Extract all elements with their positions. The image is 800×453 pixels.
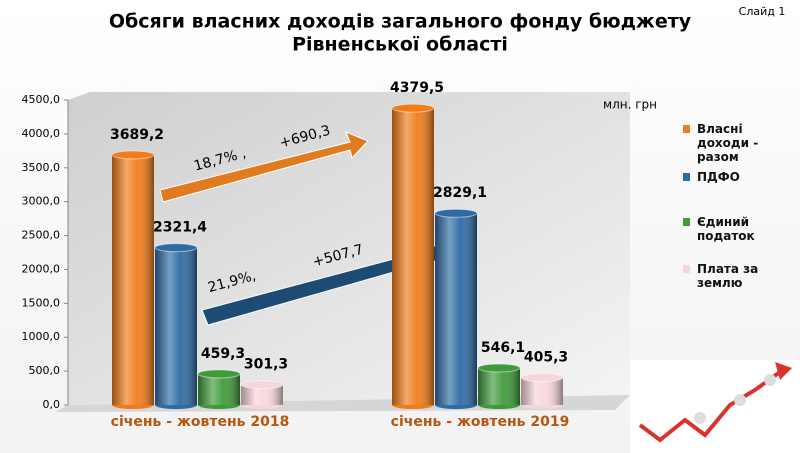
legend-swatch [683, 218, 690, 226]
plot-wall [68, 92, 630, 405]
bar-top [477, 363, 521, 373]
bar-shade [198, 373, 240, 405]
y-tick-label: 3000,0 [22, 195, 61, 208]
y-tick-label: 4000,0 [22, 127, 61, 140]
bar-shade [112, 154, 154, 405]
y-tick-label: 3500,0 [22, 161, 61, 174]
y-tick-label: 1000,0 [22, 330, 61, 343]
y-tick-label: 500,0 [29, 364, 61, 377]
decor-figure [734, 394, 746, 406]
bar-shade [521, 377, 563, 405]
bar-shade [155, 247, 197, 405]
arrow [159, 131, 369, 203]
legend-label: ПДФО [697, 170, 740, 184]
unit-label: млн. грн [603, 98, 657, 112]
value-label: 546,1 [481, 340, 525, 356]
value-label: 2829,1 [433, 185, 487, 201]
legend-item: Власні доходи - разом [683, 122, 773, 164]
chart-title: Обсяги власних доходів загального фонду … [109, 11, 692, 33]
legend-item: Плата за землю [683, 262, 773, 290]
y-tick-label: 0,0 [43, 398, 61, 411]
value-label: 459,3 [201, 346, 245, 362]
bar-shade [392, 108, 434, 405]
x-tick-label: січень - жовтень 2019 [391, 414, 570, 430]
slide-label: Слайд 1 [739, 5, 786, 18]
y-tick-label: 2000,0 [22, 262, 61, 275]
value-label: 3689,2 [110, 127, 164, 143]
bar-shade [435, 213, 477, 405]
decor-line [638, 370, 782, 443]
decor-figure [694, 412, 706, 424]
decor-arrow [775, 362, 792, 380]
bar-shade [241, 384, 283, 405]
legend-swatch [683, 125, 690, 133]
value-label: 2321,4 [153, 220, 207, 236]
value-label: 4379,5 [390, 80, 444, 96]
y-tick-label: 2500,0 [22, 229, 61, 242]
legend-swatch [683, 173, 690, 181]
bar-top [197, 369, 241, 379]
bar-top [391, 103, 435, 113]
legend-item: ПДФО [683, 170, 773, 184]
x-tick-label: січень - жовтень 2018 [111, 414, 290, 430]
bar-shade [478, 367, 520, 405]
bar-top [434, 208, 478, 218]
legend-item: Єдиний податок [683, 215, 773, 243]
legend-label: Єдиний податок [697, 215, 755, 243]
bar-top [111, 150, 155, 160]
bar-top [154, 243, 198, 253]
decor-figure [764, 374, 776, 386]
y-tick-label: 4500,0 [22, 93, 61, 106]
legend-swatch [683, 265, 690, 273]
bar-top [520, 373, 564, 383]
y-tick-label: 1500,0 [22, 296, 61, 309]
legend-label: Власні доходи - разом [697, 122, 759, 164]
value-label: 405,3 [524, 350, 568, 366]
bar-top [240, 380, 284, 390]
chart-title: Рівненської області [292, 34, 508, 56]
legend-label: Плата за землю [697, 262, 759, 290]
value-label: 301,3 [244, 357, 288, 373]
